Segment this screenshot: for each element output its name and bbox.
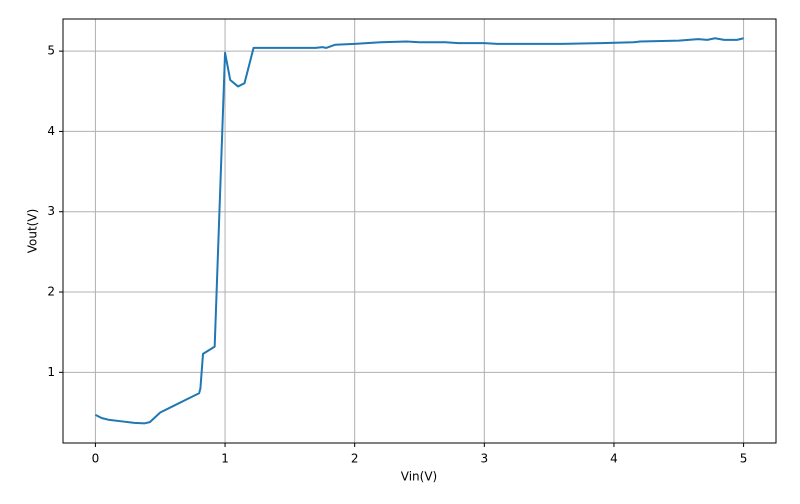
data-line	[94, 37, 744, 425]
plot-frame	[62, 18, 777, 444]
y-tick-label: 4	[47, 124, 55, 138]
y-tick-label: 1	[47, 365, 55, 379]
x-tick-label: 0	[92, 452, 100, 466]
y-tick-label: 5	[47, 44, 55, 58]
y-tick-label: 2	[47, 285, 55, 299]
x-tick-label: 1	[221, 452, 229, 466]
x-tick-label: 5	[740, 452, 748, 466]
x-tick-label: 2	[351, 452, 359, 466]
y-axis-label: Vout(V)	[26, 209, 40, 254]
x-tick-label: 4	[610, 452, 618, 466]
x-tick-label: 3	[480, 452, 488, 466]
x-axis-label: Vin(V)	[401, 470, 437, 484]
y-tick-label: 3	[47, 204, 55, 218]
